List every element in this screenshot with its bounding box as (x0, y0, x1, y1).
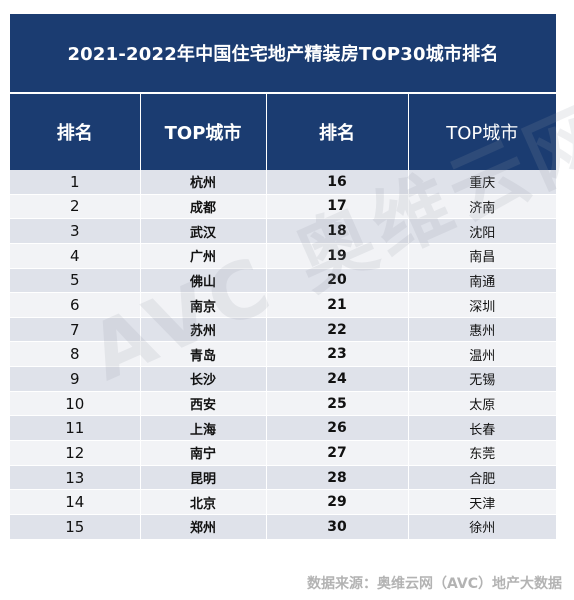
city-left-cell: 佛山 (140, 268, 267, 294)
city-right-cell: 沈阳 (408, 218, 556, 244)
city-left-cell: 北京 (140, 489, 267, 515)
table-row: 15 郑州 30 徐州 (10, 514, 556, 540)
rank-left-cell: 11 (10, 415, 141, 442)
table-row: 12 南宁 27 东莞 (10, 440, 556, 466)
ranking-table: 排名 TOP城市 排名 TOP城市 1 杭州 16 重庆 2 成都 17 济南 3 武汉 18 沈阳 4… (10, 94, 556, 540)
rank-right-cell: 21 (266, 292, 409, 318)
rank-left-cell: 8 (10, 341, 141, 368)
city-right-cell: 东莞 (408, 440, 556, 466)
table-row: 14 北京 29 天津 (10, 489, 556, 515)
header-city-left: TOP城市 (140, 94, 267, 170)
table-row: 5 佛山 20 南通 (10, 268, 556, 294)
rank-left-cell: 1 (10, 170, 141, 195)
header-rank-right: 排名 (266, 94, 409, 170)
rank-right-cell: 17 (266, 194, 409, 220)
table-row: 4 广州 19 南昌 (10, 243, 556, 269)
table-row: 11 上海 26 长春 (10, 415, 556, 442)
rank-left-cell: 10 (10, 391, 141, 417)
city-left-cell: 西安 (140, 391, 267, 417)
city-left-cell: 郑州 (140, 514, 267, 540)
rank-right-cell: 16 (266, 170, 409, 195)
table-row: 9 长沙 24 无锡 (10, 366, 556, 392)
city-right-cell: 南通 (408, 268, 556, 294)
table-title: 2021-2022年中国住宅地产精装房TOP30城市排名 (10, 14, 556, 92)
rank-left-cell: 14 (10, 489, 141, 515)
rank-right-cell: 20 (266, 268, 409, 294)
rank-right-cell: 30 (266, 514, 409, 540)
city-left-cell: 长沙 (140, 366, 267, 392)
table-title-text: 2021-2022年中国住宅地产精装房TOP30城市排名 (67, 44, 499, 65)
rank-left-cell: 9 (10, 366, 141, 392)
rank-left-cell: 15 (10, 514, 141, 540)
rank-right-cell: 22 (266, 317, 409, 343)
rank-left-cell: 2 (10, 194, 141, 220)
city-right-cell: 重庆 (408, 170, 556, 195)
city-left-cell: 杭州 (140, 170, 267, 195)
table-row: 6 南京 21 深圳 (10, 292, 556, 318)
city-left-cell: 广州 (140, 243, 267, 269)
rank-right-cell: 29 (266, 489, 409, 515)
table-row: 7 苏州 22 惠州 (10, 317, 556, 343)
city-right-cell: 徐州 (408, 514, 556, 540)
city-left-cell: 武汉 (140, 218, 267, 244)
city-right-cell: 惠州 (408, 317, 556, 343)
table-row: 10 西安 25 太原 (10, 391, 556, 417)
city-left-cell: 青岛 (140, 341, 267, 368)
city-right-cell: 深圳 (408, 292, 556, 318)
table-row: 1 杭州 16 重庆 (10, 170, 556, 195)
city-right-cell: 温州 (408, 341, 556, 368)
rank-left-cell: 3 (10, 218, 141, 244)
rank-right-cell: 25 (266, 391, 409, 417)
city-right-cell: 南昌 (408, 243, 556, 269)
city-right-cell: 济南 (408, 194, 556, 220)
header-rank-left: 排名 (10, 94, 141, 170)
rank-right-cell: 24 (266, 366, 409, 392)
table-row: 8 青岛 23 温州 (10, 341, 556, 368)
rank-right-cell: 19 (266, 243, 409, 269)
rank-right-cell: 28 (266, 465, 409, 491)
rank-right-cell: 23 (266, 341, 409, 368)
data-source-note: 数据来源：奥维云网（AVC）地产大数据 (307, 576, 562, 592)
rank-right-cell: 27 (266, 440, 409, 466)
city-left-cell: 南京 (140, 292, 267, 318)
rank-left-cell: 13 (10, 465, 141, 491)
city-right-cell: 合肥 (408, 465, 556, 491)
rank-right-cell: 18 (266, 218, 409, 244)
table-row: 13 昆明 28 合肥 (10, 465, 556, 491)
city-left-cell: 苏州 (140, 317, 267, 343)
city-right-cell: 无锡 (408, 366, 556, 392)
city-left-cell: 昆明 (140, 465, 267, 491)
rank-left-cell: 5 (10, 268, 141, 294)
table-header-row: 排名 TOP城市 排名 TOP城市 (10, 94, 556, 170)
city-left-cell: 南宁 (140, 440, 267, 466)
city-right-cell: 长春 (408, 415, 556, 442)
title-divider (10, 92, 556, 94)
rank-left-cell: 7 (10, 317, 141, 343)
city-left-cell: 成都 (140, 194, 267, 220)
rank-left-cell: 6 (10, 292, 141, 318)
ranking-table-frame: 2021-2022年中国住宅地产精装房TOP30城市排名 排名 TOP城市 排名… (10, 14, 556, 540)
city-left-cell: 上海 (140, 415, 267, 442)
table-body: 1 杭州 16 重庆 2 成都 17 济南 3 武汉 18 沈阳 4 广州 19 南昌 5 佛山 20 南通 6 南京 21… (10, 170, 556, 540)
header-city-right: TOP城市 (408, 94, 556, 170)
rank-right-cell: 26 (266, 415, 409, 442)
table-row: 2 成都 17 济南 (10, 194, 556, 220)
rank-left-cell: 4 (10, 243, 141, 269)
table-row: 3 武汉 18 沈阳 (10, 218, 556, 244)
rank-left-cell: 12 (10, 440, 141, 466)
city-right-cell: 太原 (408, 391, 556, 417)
city-right-cell: 天津 (408, 489, 556, 515)
